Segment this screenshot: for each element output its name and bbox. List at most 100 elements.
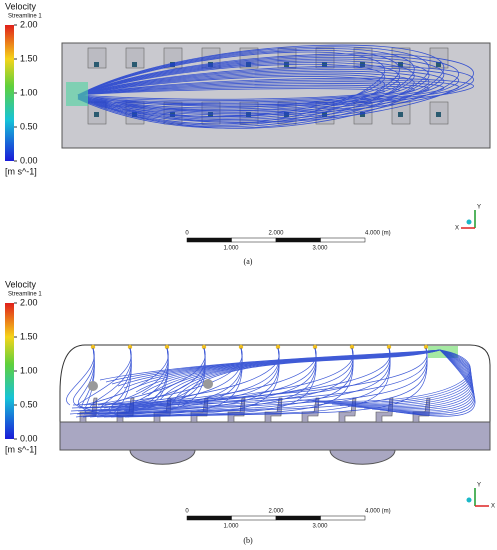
scale-label: 3.000 [312, 524, 328, 530]
axis-origin [466, 497, 472, 503]
colorbar [5, 303, 14, 439]
colorbar-label: 2.00 [20, 19, 38, 29]
seat [375, 397, 394, 423]
legend-subtitle: Streamline 1 [8, 14, 42, 20]
streamline [315, 349, 472, 404]
scale-bar-segment [275, 515, 321, 521]
passenger [398, 112, 403, 117]
streamline [77, 69, 444, 113]
vent [275, 344, 281, 350]
streamline [91, 347, 391, 412]
streamline [77, 83, 430, 104]
wheel [129, 449, 196, 465]
scale-bar-segment [186, 515, 232, 521]
passenger [94, 62, 99, 67]
streamline [299, 349, 471, 402]
legend-title: Velocity [5, 279, 37, 289]
vent [201, 344, 207, 350]
streamline [77, 51, 386, 125]
streamline [71, 347, 354, 409]
streamline [77, 347, 317, 412]
passenger-head [203, 379, 213, 389]
scale-bar-segment [320, 237, 366, 243]
streamline [403, 349, 476, 417]
streamline [77, 62, 400, 118]
seat [429, 47, 449, 69]
streamline [177, 349, 441, 407]
scale-label: 1.000 [223, 524, 239, 530]
scale-bar-segment [275, 237, 321, 243]
seat [125, 47, 145, 69]
streamline [85, 347, 428, 409]
streamline [98, 347, 428, 412]
passenger [94, 112, 99, 117]
streamline [379, 349, 474, 413]
scale-label: 3.000 [312, 246, 328, 252]
seat [227, 397, 246, 423]
passenger [398, 62, 403, 67]
vent [127, 344, 133, 350]
passenger [436, 62, 441, 67]
axis-label: Y [477, 483, 481, 489]
streamline [84, 347, 354, 412]
scale-label: 2.000 [268, 231, 284, 237]
streamline [339, 349, 472, 408]
scale-bar-segment [320, 515, 366, 521]
streamline [363, 349, 474, 411]
scale-bar-segment [231, 237, 277, 243]
passenger [246, 62, 251, 67]
vent [90, 344, 96, 350]
scale-label: 4.000 (m) [365, 231, 391, 237]
colorbar [5, 25, 14, 161]
scale-label: 2.000 [268, 509, 284, 515]
seat [87, 47, 107, 69]
vent [386, 344, 392, 350]
streamline [77, 53, 474, 123]
streamline [347, 349, 473, 409]
passenger [360, 112, 365, 117]
colorbar-label: 1.50 [20, 331, 38, 341]
streamline [77, 60, 415, 119]
scale-label: 4.000 (m) [365, 509, 391, 515]
legend-subtitle: Streamline 1 [8, 292, 42, 298]
vent [312, 344, 318, 350]
vent [349, 344, 355, 350]
streamline [77, 44, 444, 129]
legend-title: Velocity [5, 1, 37, 11]
axis-label: Y [477, 205, 481, 211]
streamline [78, 347, 391, 409]
colorbar-label: 1.50 [20, 53, 38, 63]
streamline [77, 77, 474, 107]
streamline [77, 67, 459, 115]
caption: (a) [244, 257, 253, 266]
colorbar-label: 0.00 [20, 155, 38, 165]
legend-unit: [m s^-1] [5, 166, 37, 176]
colorbar-label: 0.50 [20, 121, 38, 131]
scale-label: 0 [185, 509, 189, 515]
streamline [77, 76, 385, 109]
streamline [77, 84, 415, 103]
colorbar-label: 2.00 [20, 297, 38, 307]
streamline [77, 48, 415, 128]
streamline [331, 349, 472, 406]
streamline [323, 349, 472, 405]
axis-label: X [455, 226, 459, 232]
streamline [96, 347, 280, 418]
passenger [132, 62, 137, 67]
streamline [387, 349, 475, 415]
scale-label: 0 [185, 231, 189, 237]
streamline [111, 347, 428, 415]
streamline [77, 74, 400, 110]
scale-label: 1.000 [223, 246, 239, 252]
caption: (b) [243, 536, 253, 545]
colorbar-label: 1.00 [20, 87, 38, 97]
streamline [395, 349, 475, 416]
inlet [66, 82, 88, 106]
colorbar-label: 1.00 [20, 365, 38, 375]
bus-floor [59, 421, 491, 451]
passenger [246, 112, 251, 117]
colorbar-label: 0.50 [20, 399, 38, 409]
legend-unit: [m s^-1] [5, 444, 37, 454]
